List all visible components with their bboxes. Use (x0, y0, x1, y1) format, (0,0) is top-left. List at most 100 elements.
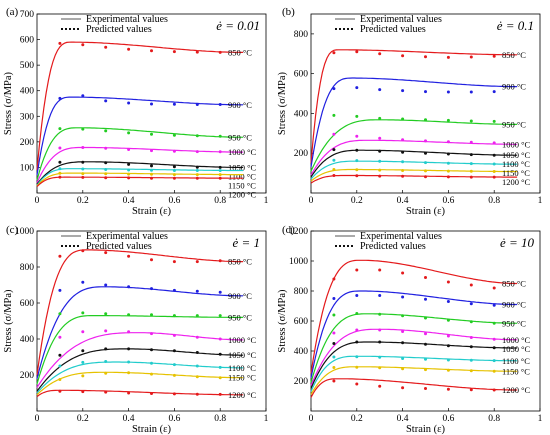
y-axis-label: Stress (σ/MPa) (3, 71, 14, 135)
predicted-point (127, 347, 131, 351)
predicted-point (104, 45, 108, 49)
predicted-point (195, 150, 199, 154)
predicted-point (355, 382, 359, 386)
y-tick-label: 400 (20, 335, 35, 345)
y-tick-label: 700 (20, 10, 35, 20)
temperature-label: 1100 °C (228, 171, 256, 181)
predicted-point (401, 271, 405, 275)
predicted-point (446, 161, 450, 165)
temperature-label: 900 °C (228, 291, 252, 301)
predicted-point (104, 251, 108, 255)
predicted-point (492, 153, 496, 157)
predicted-point (81, 127, 85, 131)
predicted-point (401, 295, 405, 299)
experimental-curve (310, 341, 518, 389)
panel-letter: (a) (6, 6, 19, 18)
predicted-point (401, 117, 405, 121)
predicted-point (401, 169, 405, 172)
predicted-point (469, 388, 473, 392)
predicted-point (150, 372, 153, 376)
experimental-curve (36, 146, 244, 184)
panel-letter: (c) (6, 224, 19, 236)
predicted-point (218, 150, 222, 154)
temperature-label: 1200 °C (228, 189, 257, 199)
predicted-point (150, 258, 153, 262)
predicted-point (127, 360, 131, 364)
predicted-point (332, 113, 336, 117)
experimental-curve (310, 355, 518, 392)
experimental-curve (310, 290, 518, 379)
predicted-point (378, 159, 382, 163)
temperature-label: 900 °C (502, 82, 526, 92)
predicted-point (104, 161, 108, 165)
temperature-label: 1150 °C (502, 366, 530, 376)
predicted-point (104, 146, 108, 150)
predicted-point (127, 313, 131, 317)
predicted-point (378, 340, 382, 344)
predicted-point (424, 90, 427, 94)
temperature-label: 950 °C (228, 312, 252, 322)
predicted-point (172, 173, 176, 177)
x-tick-label: 1 (264, 414, 269, 424)
experimental-curve (36, 348, 244, 392)
x-tick-label: 1 (538, 414, 543, 424)
legend-label-experimental: Experimental values (360, 14, 442, 25)
predicted-point (355, 365, 359, 369)
predicted-point (195, 314, 199, 318)
predicted-point (401, 150, 405, 154)
experimental-curve (310, 378, 518, 398)
predicted-point (355, 294, 359, 297)
predicted-point (58, 254, 62, 258)
predicted-point (401, 367, 405, 371)
predicted-point (332, 313, 336, 317)
predicted-point (218, 314, 222, 318)
predicted-point (424, 55, 427, 59)
predicted-point (218, 165, 222, 169)
predicted-point (58, 146, 62, 150)
experimental-curve (36, 389, 244, 398)
temperature-label: 1150 °C (228, 373, 256, 383)
temperature-label: 1050 °C (502, 150, 531, 160)
x-tick-label: 1 (264, 196, 269, 206)
experimental-curve (36, 127, 244, 181)
predicted-point (469, 320, 473, 324)
temperature-label: 1000 °C (228, 147, 257, 157)
y-tick-label: 1200 (289, 227, 308, 237)
predicted-point (446, 300, 450, 303)
predicted-point (492, 337, 496, 341)
x-tick-label: 0.4 (123, 414, 135, 424)
predicted-point (355, 312, 359, 315)
predicted-point (401, 138, 405, 142)
temperature-label: 1000 °C (228, 335, 257, 345)
experimental-curve (310, 119, 518, 172)
predicted-point (81, 330, 85, 334)
predicted-point (355, 159, 359, 163)
predicted-point (104, 172, 108, 176)
predicted-point (492, 369, 496, 373)
predicted-point (469, 153, 473, 157)
experimental-curve (310, 168, 518, 182)
predicted-point (355, 268, 359, 272)
predicted-point (127, 330, 131, 334)
y-tick-label: 1000 (289, 257, 308, 267)
temperature-label: 1200 °C (502, 385, 531, 395)
panel-letter: (b) (282, 6, 295, 18)
predicted-point (332, 366, 336, 369)
temperature-label: 950 °C (502, 318, 526, 328)
predicted-point (446, 140, 450, 144)
temperature-label: 1200 °C (228, 390, 257, 400)
x-tick-label: 0.8 (488, 414, 500, 424)
x-tick-label: 0.2 (77, 414, 89, 424)
predicted-point (150, 287, 153, 291)
predicted-point (81, 43, 85, 47)
predicted-point (195, 335, 199, 339)
predicted-point (127, 391, 131, 395)
predicted-point (127, 254, 131, 258)
predicted-point (104, 390, 108, 394)
predicted-point (378, 174, 382, 178)
predicted-point (401, 89, 405, 93)
predicted-point (195, 392, 199, 396)
predicted-point (218, 169, 222, 172)
predicted-point (104, 347, 108, 351)
y-tick-label: 200 (294, 377, 309, 387)
